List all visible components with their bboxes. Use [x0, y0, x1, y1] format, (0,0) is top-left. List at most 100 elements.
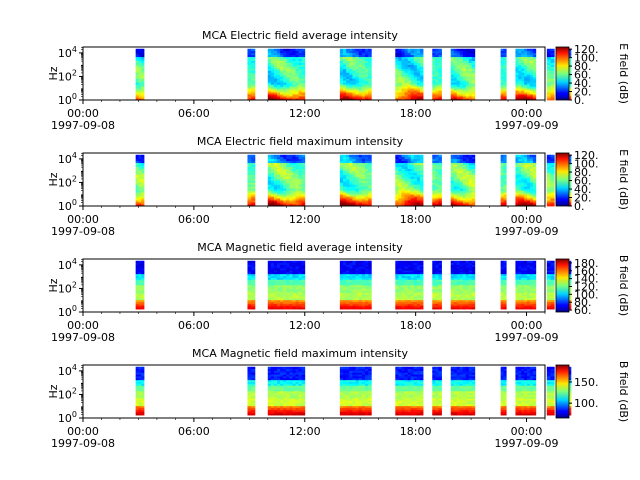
- spectrogram-cell: [471, 182, 476, 185]
- spectrogram-cell: [518, 297, 522, 301]
- spectrogram-cell: [524, 70, 528, 73]
- spectrogram-cell: [273, 194, 278, 197]
- spectrogram-cell: [343, 158, 347, 162]
- spectrogram-cell: [527, 86, 531, 89]
- spectrogram-cell: [521, 168, 525, 171]
- spectrogram-cell: [343, 60, 347, 63]
- spectrogram-cell: [465, 281, 470, 284]
- spectrogram-cell: [527, 58, 531, 61]
- spectrogram-cell: [419, 303, 424, 306]
- spectrogram-cell: [398, 54, 402, 58]
- spectrogram-cell: [339, 192, 344, 195]
- spectrogram-cell: [401, 170, 405, 173]
- spectrogram-cell: [292, 90, 296, 93]
- spectrogram-cell: [280, 160, 284, 164]
- spectrogram-cell: [432, 194, 436, 197]
- panel-title: MCA Magnetic field maximum intensity: [192, 347, 408, 360]
- spectrogram-cell: [465, 56, 470, 60]
- spectrogram-cell: [301, 277, 306, 280]
- spectrogram-cell: [270, 262, 275, 265]
- spectrogram-cell: [141, 196, 145, 199]
- spectrogram-cell: [295, 172, 299, 175]
- spectrogram-cell: [407, 262, 412, 265]
- spectrogram-cell: [352, 84, 356, 87]
- spectrogram-cell: [365, 184, 369, 187]
- spectrogram-cell: [532, 194, 537, 197]
- spectrogram-cell: [395, 279, 399, 282]
- spectrogram-cell: [277, 82, 281, 85]
- spectrogram-cell: [432, 48, 436, 52]
- spectrogram-cell: [515, 200, 519, 203]
- spectrogram-cell: [518, 204, 522, 207]
- spectrogram-cell: [468, 192, 473, 195]
- spectrogram-cell: [286, 184, 290, 187]
- spectrogram-cell: [270, 82, 275, 85]
- spectrogram-cell: [529, 190, 534, 193]
- spectrogram-cell: [503, 271, 507, 275]
- spectrogram-cell: [295, 188, 299, 191]
- spectrogram-cell: [450, 96, 455, 99]
- spectrogram-cell: [135, 260, 139, 264]
- spectrogram-cell: [527, 204, 531, 207]
- spectrogram-cell: [289, 292, 293, 295]
- spectrogram-cell: [292, 299, 296, 303]
- spectrogram-cell: [503, 48, 507, 52]
- spectrogram-cell: [343, 156, 347, 160]
- spectrogram-cell: [365, 305, 369, 308]
- spectrogram-cell: [343, 277, 347, 280]
- spectrogram-cell: [352, 294, 356, 297]
- spectrogram-cell: [462, 88, 467, 91]
- spectrogram-cell: [521, 277, 525, 280]
- spectrogram-cell: [273, 294, 278, 297]
- spectrogram-cell: [352, 297, 356, 301]
- spectrogram-cell: [273, 279, 278, 282]
- spectrogram-cell: [401, 283, 405, 286]
- spectrogram-cell: [500, 94, 504, 97]
- spectrogram-cell: [404, 162, 409, 166]
- spectrogram-cell: [270, 286, 275, 290]
- spectrogram-cell: [450, 156, 455, 160]
- spectrogram-cell: [550, 80, 555, 83]
- spectrogram-cell: [352, 180, 356, 183]
- spectrogram-cell: [270, 94, 275, 97]
- spectrogram-cell: [459, 92, 464, 95]
- spectrogram-cell: [453, 292, 458, 295]
- spectrogram-cell: [419, 166, 424, 169]
- spectrogram-cell: [368, 281, 372, 284]
- colorbar-tick-label: 100.: [574, 158, 599, 171]
- spectrogram-cell: [365, 264, 369, 267]
- spectrogram-cell: [395, 48, 399, 52]
- spectrogram-cell: [251, 172, 256, 175]
- spectrogram-cell: [515, 170, 519, 173]
- spectrogram-cell: [438, 190, 442, 193]
- spectrogram-cell: [500, 66, 504, 69]
- spectrogram-cell: [352, 190, 356, 193]
- spectrogram-cell: [301, 48, 306, 52]
- spectrogram-cell: [273, 72, 278, 75]
- spectrogram-cell: [416, 279, 421, 282]
- spectrogram-cell: [438, 176, 442, 179]
- spectrogram-cell: [349, 294, 353, 297]
- spectrogram-cell: [450, 299, 455, 303]
- spectrogram-cell: [407, 166, 412, 169]
- spectrogram-cell: [395, 162, 399, 166]
- spectrogram-cell: [468, 262, 473, 265]
- spectrogram-cell: [352, 307, 356, 310]
- spectrogram-cell: [569, 202, 572, 205]
- spectrogram-cell: [138, 288, 142, 291]
- spectrogram-cell: [267, 96, 272, 99]
- spectrogram-cell: [398, 64, 402, 67]
- spectrogram-cell: [138, 268, 142, 271]
- spectrogram-cell: [295, 52, 299, 56]
- spectrogram-cell: [546, 279, 551, 282]
- spectrogram-cell: [289, 82, 293, 85]
- spectrogram-cell: [355, 196, 360, 199]
- spectrogram-cell: [435, 264, 439, 267]
- spectrogram-cell: [298, 273, 303, 277]
- spectrogram-cell: [515, 92, 519, 95]
- spectrogram-cell: [280, 296, 284, 299]
- spectrogram-cell: [277, 283, 281, 286]
- spectrogram-cell: [368, 88, 372, 91]
- spectrogram-cell: [524, 94, 528, 97]
- spectrogram-cell: [138, 299, 142, 303]
